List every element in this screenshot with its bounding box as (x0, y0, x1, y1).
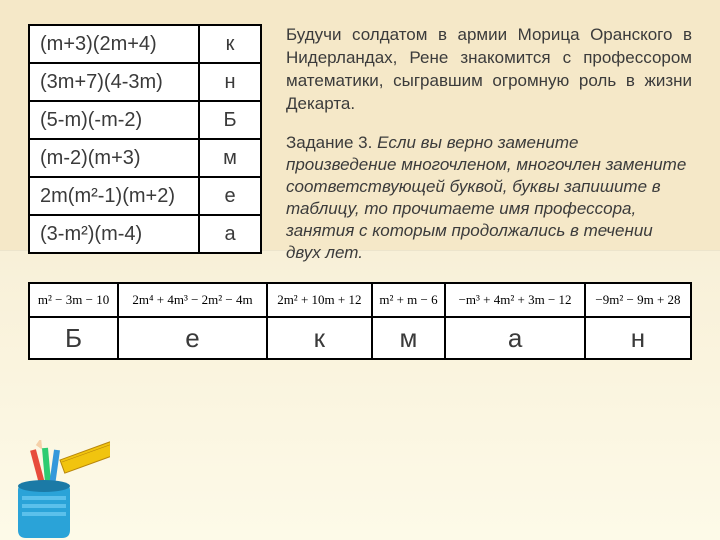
expression-cell: (5-m)(-m-2) (29, 101, 199, 139)
table-row: 2m(m²-1)(m+2)е (29, 177, 261, 215)
answer-letter-cell: Б (29, 317, 118, 359)
expression-cell: (m+3)(2m+4) (29, 25, 199, 63)
answer-letter-cell: а (445, 317, 585, 359)
answer-letter-cell: е (118, 317, 267, 359)
table-row: (m+3)(2m+4)к (29, 25, 261, 63)
expression-cell: (m-2)(m+3) (29, 139, 199, 177)
expression-letter-table: (m+3)(2m+4)к(3m+7)(4-3m)н(5-m)(-m-2)Б(m-… (28, 24, 262, 254)
expression-cell: (3m+7)(4-3m) (29, 63, 199, 101)
story-paragraph: Будучи солдатом в армии Морица Оранского… (286, 24, 692, 116)
task-paragraph: Задание 3. Если вы верно замените произв… (286, 132, 692, 265)
stationery-cup-icon (0, 440, 110, 540)
answer-letter-cell: м (372, 317, 445, 359)
formula-cell: m² − 3m − 10 (29, 283, 118, 317)
table-row: (m-2)(m+3)м (29, 139, 261, 177)
formula-cell: 2m² + 10m + 12 (267, 283, 372, 317)
task-body: Если вы верно замените произведение мног… (286, 133, 686, 262)
table-row: (3-m²)(m-4)а (29, 215, 261, 253)
formula-cell: 2m⁴ + 4m³ − 2m² − 4m (118, 283, 267, 317)
letter-cell: м (199, 139, 261, 177)
formula-cell: m² + m − 6 (372, 283, 445, 317)
letter-cell: н (199, 63, 261, 101)
table-row: (3m+7)(4-3m)н (29, 63, 261, 101)
formula-cell: −m³ + 4m² + 3m − 12 (445, 283, 585, 317)
letter-cell: Б (199, 101, 261, 139)
letter-cell: к (199, 25, 261, 63)
expression-cell: (3-m²)(m-4) (29, 215, 199, 253)
table-row: (5-m)(-m-2)Б (29, 101, 261, 139)
letter-cell: е (199, 177, 261, 215)
task-label: Задание 3. (286, 133, 372, 152)
answer-letter-cell: н (585, 317, 691, 359)
expression-cell: 2m(m²-1)(m+2) (29, 177, 199, 215)
letter-cell: а (199, 215, 261, 253)
answer-letter-cell: к (267, 317, 372, 359)
answer-table: m² − 3m − 102m⁴ + 4m³ − 2m² − 4m2m² + 10… (28, 282, 692, 360)
formula-cell: −9m² − 9m + 28 (585, 283, 691, 317)
